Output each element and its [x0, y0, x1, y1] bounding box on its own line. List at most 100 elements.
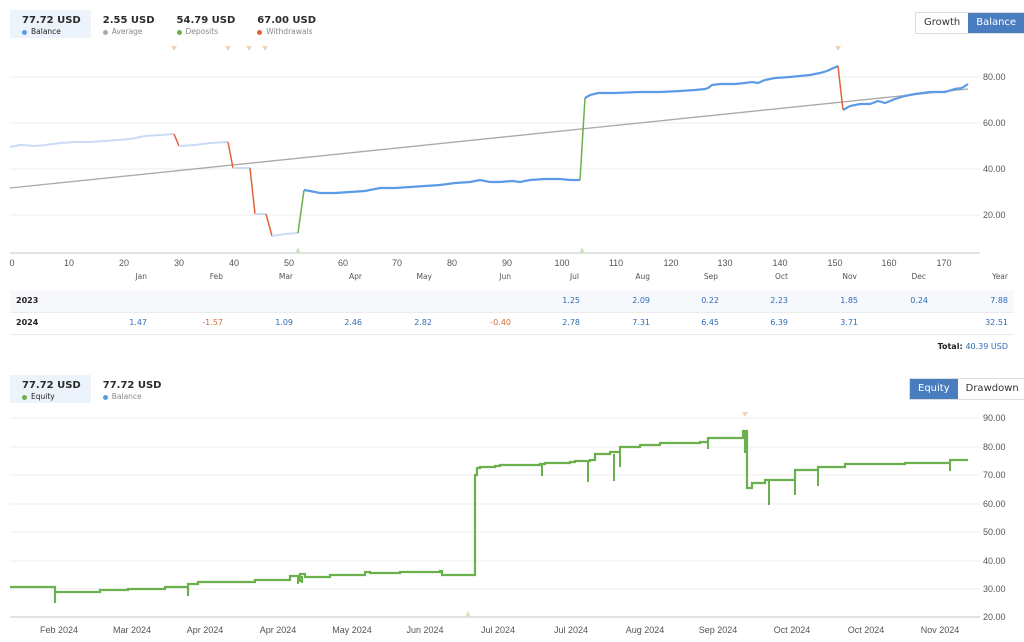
- growth-button[interactable]: Growth: [916, 13, 969, 33]
- table-divider: [10, 312, 1014, 313]
- svg-text:100: 100: [554, 258, 569, 268]
- cell-year: 7.88: [990, 296, 1008, 305]
- svg-text:Jul 2024: Jul 2024: [554, 625, 588, 635]
- svg-text:70.00: 70.00: [983, 470, 1006, 480]
- cell-oct: 6.39: [770, 318, 788, 327]
- svg-text:30.00: 30.00: [983, 584, 1006, 594]
- total-value: 40.39 USD: [965, 342, 1008, 351]
- balance-line: [303, 177, 580, 195]
- cell-jul: 1.25: [562, 296, 580, 305]
- withdrawal-segment: [227, 141, 234, 169]
- cell-jan: 1.47: [129, 318, 147, 327]
- balance-line-late: [584, 64, 839, 99]
- svg-text:10: 10: [64, 258, 74, 268]
- balance-line-segment: [271, 232, 299, 237]
- deposit-marker-icon: [579, 247, 585, 253]
- month-header: Dec: [911, 272, 926, 281]
- balance-y-axis: 80.00 60.00 40.00 20.00: [983, 72, 1006, 220]
- month-header: Aug: [635, 272, 650, 281]
- month-header: Oct: [775, 272, 788, 281]
- svg-text:40.00: 40.00: [983, 164, 1006, 174]
- equity-chart: 90.00 80.00 70.00 60.00 50.00 40.00 30.0…: [10, 412, 1006, 635]
- cell-feb: -1.57: [202, 318, 223, 327]
- stat-balance[interactable]: 77.72 USD Balance: [10, 10, 91, 38]
- equity-button[interactable]: Equity: [910, 379, 958, 399]
- svg-text:160: 160: [881, 258, 896, 268]
- svg-text:110: 110: [609, 258, 623, 268]
- svg-text:20.00: 20.00: [983, 612, 1006, 622]
- cell-nov: 3.71: [840, 318, 858, 327]
- drawdown-button[interactable]: Drawdown: [957, 379, 1024, 399]
- svg-text:Nov 2024: Nov 2024: [921, 625, 960, 635]
- svg-text:40.00: 40.00: [983, 556, 1006, 566]
- cell-year: 32.51: [985, 318, 1008, 327]
- month-header: Year: [992, 272, 1008, 281]
- cell-aug: 7.31: [632, 318, 650, 327]
- average-legend-dot-icon: [102, 29, 108, 35]
- withdrawal-marker-icon: [742, 412, 748, 417]
- svg-text:120: 120: [663, 258, 678, 268]
- svg-text:Apr 2024: Apr 2024: [260, 625, 297, 635]
- svg-text:80: 80: [447, 258, 457, 268]
- table-row-2023: 2023 1.25 2.09 0.22 2.23 1.85 0.24 7.88: [10, 290, 1014, 312]
- svg-text:70: 70: [392, 258, 402, 268]
- balance-x-axis: 0 10 20 30 40 50 60 70 80 90 100 110 120 130 140 1…: [9, 258, 951, 268]
- stat-equity-balance[interactable]: 77.72 USD Balance: [102, 380, 162, 401]
- balance-legend-dot-icon: [102, 394, 108, 400]
- withdrawal-markers: [171, 46, 841, 51]
- equity-stats: 77.72 USD Equity 77.72 USD Balance: [10, 375, 172, 403]
- balance-legend-dot-icon: [22, 29, 27, 35]
- svg-text:80.00: 80.00: [983, 442, 1006, 452]
- svg-text:50: 50: [284, 258, 294, 268]
- month-header: Jun: [499, 272, 511, 281]
- balance-stats: 77.72 USD Balance 2.55 USD Average 54.79…: [10, 10, 326, 38]
- equity-line: [10, 429, 968, 602]
- total-summary: Total: 40.39 USD: [938, 342, 1008, 351]
- cell-dec: 0.24: [910, 296, 928, 305]
- cell-jun: -0.40: [490, 318, 511, 327]
- balance-line-end: [842, 83, 969, 111]
- deposit-segment: [579, 97, 586, 181]
- equity-x-axis: Feb 2024 Mar 2024 Apr 2024 Apr 2024 May …: [40, 625, 959, 635]
- svg-text:Aug 2024: Aug 2024: [626, 625, 665, 635]
- cell-nov: 1.85: [840, 296, 858, 305]
- balance-chart-toggle: Growth Balance: [915, 12, 1024, 34]
- svg-text:60: 60: [338, 258, 348, 268]
- svg-text:170: 170: [936, 258, 951, 268]
- svg-text:30: 30: [174, 258, 184, 268]
- equity-y-axis: 90.00 80.00 70.00 60.00 50.00 40.00 30.0…: [983, 413, 1006, 622]
- cell-sep: 6.45: [701, 318, 719, 327]
- balance-gridlines: [10, 76, 980, 254]
- withdrawal-segment: [265, 213, 273, 237]
- svg-text:May 2024: May 2024: [332, 625, 372, 635]
- cell-aug: 2.09: [632, 296, 650, 305]
- stat-equity[interactable]: 77.72 USD Equity: [10, 375, 91, 403]
- balance-chart: 80.00 60.00 40.00 20.00 0 10 20 30 40 50 60 7…: [9, 46, 1006, 268]
- svg-text:50.00: 50.00: [983, 527, 1006, 537]
- svg-text:Mar 2024: Mar 2024: [113, 625, 151, 635]
- svg-text:Oct 2024: Oct 2024: [774, 625, 811, 635]
- svg-text:Sep 2024: Sep 2024: [699, 625, 738, 635]
- deposit-marker-icon: [465, 611, 471, 617]
- svg-text:Apr 2024: Apr 2024: [187, 625, 224, 635]
- month-header: Jan: [135, 272, 147, 281]
- cell-jul: 2.78: [562, 318, 580, 327]
- svg-text:Feb 2024: Feb 2024: [40, 625, 78, 635]
- svg-text:90.00: 90.00: [983, 413, 1006, 423]
- balance-line-segment: [178, 141, 229, 147]
- withdrawal-segment: [249, 167, 256, 215]
- withdrawal-marker-icon: [246, 46, 252, 51]
- svg-text:140: 140: [772, 258, 787, 268]
- month-header: May: [416, 272, 432, 281]
- table-row-2024: 2024 1.47 -1.57 1.09 2.46 2.82 -0.40 2.7…: [10, 312, 1014, 334]
- row-year: 2023: [16, 296, 39, 305]
- cell-oct: 2.23: [770, 296, 788, 305]
- deposit-marker-icon: [295, 247, 301, 253]
- withdrawal-segment: [173, 133, 180, 147]
- svg-text:90: 90: [502, 258, 512, 268]
- cell-may: 2.82: [414, 318, 432, 327]
- stat-deposits[interactable]: 54.79 USD Deposits: [176, 15, 236, 36]
- stat-withdrawals[interactable]: 67.00 USD Withdrawals: [257, 15, 317, 36]
- balance-button[interactable]: Balance: [968, 13, 1024, 33]
- stat-average[interactable]: 2.55 USD Average: [102, 15, 155, 36]
